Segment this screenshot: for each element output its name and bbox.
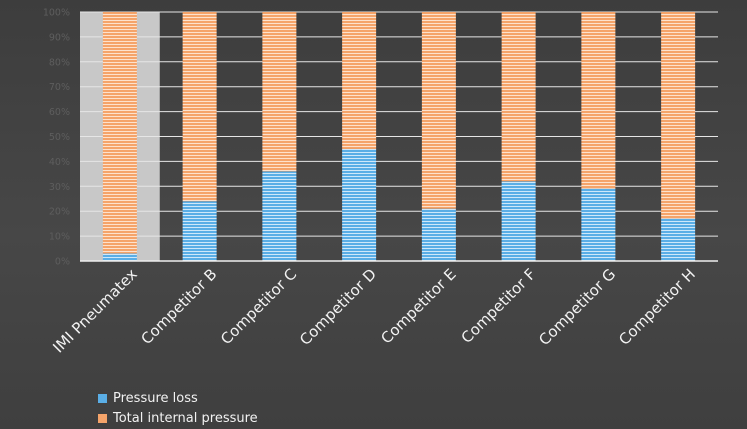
y-tick-label: 70%	[49, 82, 70, 93]
bar-total-internal-pressure-competitor-e	[421, 12, 456, 209]
y-tick-label: 0%	[55, 257, 70, 268]
y-tick-label: 30%	[49, 182, 70, 193]
bar-total-internal-pressure-competitor-d	[342, 12, 377, 149]
y-tick-label: 20%	[49, 207, 70, 218]
x-tick-label-competitor-h: Competitor H	[615, 265, 699, 349]
bar-pressure-loss-imi-pneumatex	[102, 253, 137, 261]
bar-pressure-loss-competitor-h	[661, 218, 696, 261]
x-tick-label-imi-pneumatex: IMI Pneumatex	[49, 265, 140, 356]
bar-total-internal-pressure-imi-pneumatex	[102, 12, 137, 254]
x-tick-label-competitor-g: Competitor G	[535, 265, 619, 349]
y-tick-label: 90%	[49, 32, 70, 43]
legend-label-pressure-loss: Pressure loss	[113, 390, 198, 406]
y-tick-label: 100%	[43, 8, 70, 19]
y-tick-label: 60%	[49, 107, 70, 118]
bar-pressure-loss-competitor-f	[501, 181, 536, 261]
bar-total-internal-pressure-competitor-b	[182, 12, 217, 202]
legend-swatch-pressure-loss	[98, 393, 107, 403]
bar-total-internal-pressure-competitor-c	[262, 12, 297, 172]
y-tick-label: 40%	[49, 157, 70, 168]
bar-total-internal-pressure-competitor-g	[581, 12, 616, 189]
bar-pressure-loss-competitor-c	[262, 171, 297, 261]
legend-swatch-total-internal-pressure	[98, 413, 107, 423]
x-tick-label-competitor-c: Competitor C	[217, 265, 300, 348]
bar-pressure-loss-competitor-d	[342, 148, 377, 261]
legend-item-total-internal-pressure: Total internal pressure	[98, 408, 258, 428]
legend-label-total-internal-pressure: Total internal pressure	[113, 410, 258, 426]
bar-total-internal-pressure-competitor-f	[501, 12, 536, 182]
x-tick-label-competitor-f: Competitor F	[458, 265, 540, 347]
y-tick-label: 10%	[49, 232, 70, 243]
x-tick-label-competitor-e: Competitor E	[377, 265, 459, 347]
y-tick-label: 50%	[49, 132, 70, 143]
x-tick-label-competitor-d: Competitor D	[296, 265, 380, 349]
bar-pressure-loss-competitor-g	[581, 188, 616, 261]
bar-pressure-loss-competitor-b	[182, 201, 217, 261]
bar-total-internal-pressure-competitor-h	[661, 12, 696, 219]
bar-pressure-loss-competitor-e	[421, 208, 456, 261]
x-tick-label-competitor-b: Competitor B	[137, 265, 220, 348]
y-tick-label: 80%	[49, 57, 70, 68]
legend-item-pressure-loss: Pressure loss	[98, 388, 258, 408]
chart-legend: Pressure loss Total internal pressure	[98, 388, 258, 428]
